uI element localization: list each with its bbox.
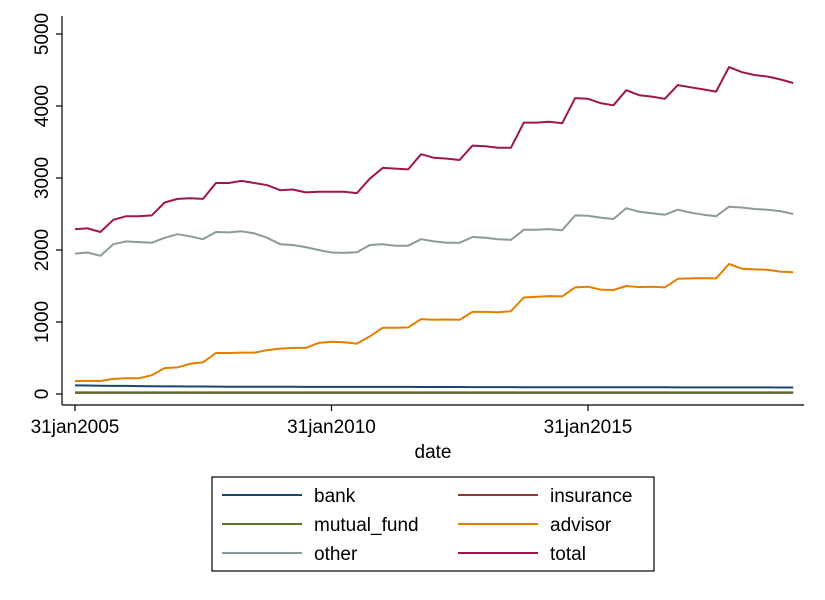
- legend: bank insurance mutual_fund advisor other tota…: [211, 476, 655, 572]
- y-tick-label: 5000: [32, 13, 53, 55]
- legend-label-total: total: [550, 544, 586, 565]
- series-lines: [74, 66, 794, 394]
- y-tick-label: 3000: [32, 157, 53, 199]
- series-line-bank: [74, 384, 794, 389]
- legend-label-bank: bank: [314, 486, 356, 507]
- y-tick-label: 0: [32, 389, 53, 400]
- legend-label-mutual-fund: mutual_fund: [314, 515, 419, 536]
- axes: 0 1000 2000 3000 4000 5000 31jan2005 31jan2010 3…: [31, 13, 804, 438]
- plot-area: [62, 16, 804, 405]
- y-tick-label: 4000: [32, 85, 53, 127]
- x-tick-label: 31jan2005: [31, 417, 120, 438]
- x-tick-label: 31jan2010: [287, 417, 376, 438]
- legend-label-other: other: [314, 544, 358, 565]
- series-line-total: [74, 66, 794, 233]
- x-tick-label: 31jan2015: [544, 417, 633, 438]
- legend-label-advisor: advisor: [550, 515, 612, 536]
- series-line-advisor: [74, 263, 794, 382]
- x-axis-title: date: [415, 442, 452, 463]
- y-tick-label: 2000: [32, 229, 53, 271]
- y-tick-label: 1000: [32, 301, 53, 343]
- legend-label-insurance: insurance: [550, 486, 632, 507]
- series-line-other: [74, 205, 794, 257]
